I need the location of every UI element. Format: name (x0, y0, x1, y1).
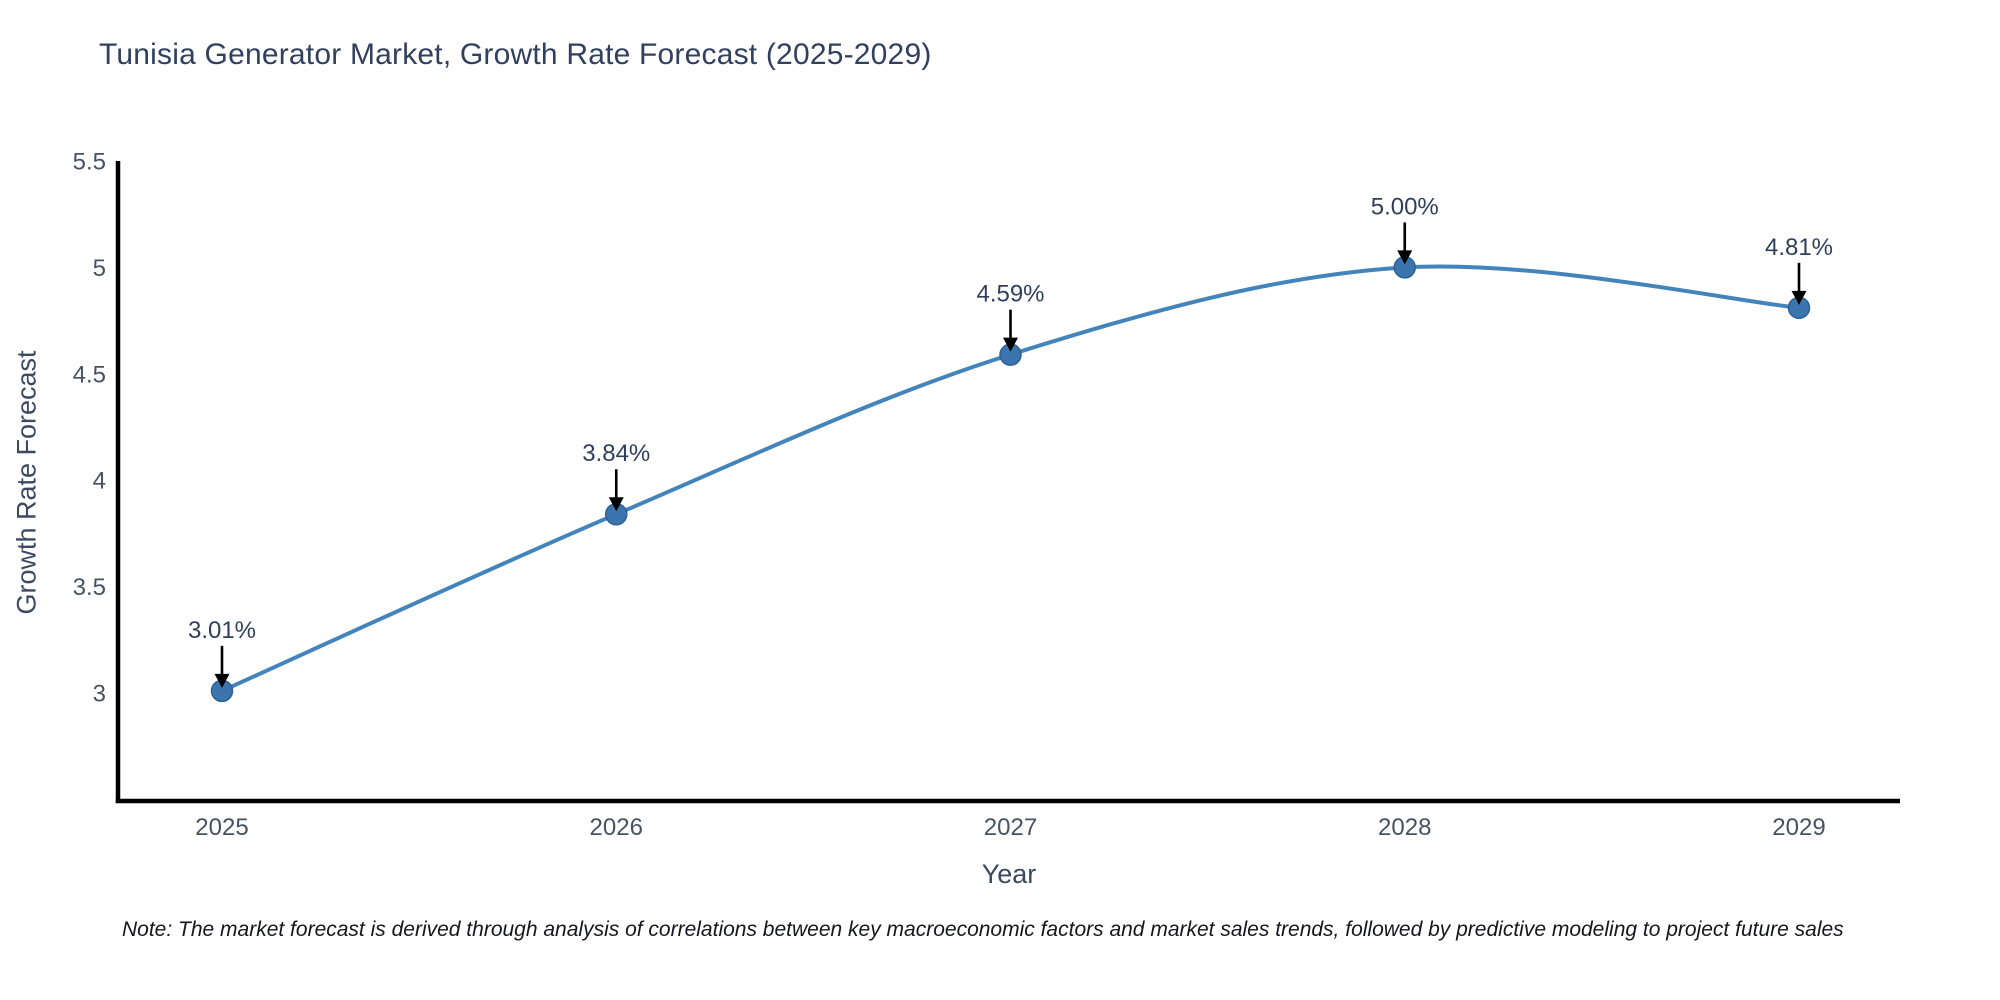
y-axis-title: Growth Rate Forecast (11, 350, 42, 615)
y-tick-label: 3 (93, 681, 106, 708)
x-tick-label: 2027 (984, 814, 1037, 841)
x-tick-label: 2029 (1772, 814, 1825, 841)
footnote: Note: The market forecast is derived thr… (122, 918, 1844, 941)
x-tick-label: 2026 (590, 814, 643, 841)
x-tick-label: 2025 (195, 814, 248, 841)
annotation-arrowhead-icon (1003, 337, 1018, 352)
data-point-label: 3.01% (188, 617, 256, 644)
annotation-arrowhead-icon (214, 673, 230, 688)
data-point-label: 3.84% (582, 440, 650, 467)
y-tick-label: 5 (93, 255, 106, 282)
data-point-label: 4.81% (1765, 234, 1833, 261)
x-tick-label: 2028 (1378, 814, 1431, 841)
y-tick-label: 5.5 (73, 149, 106, 176)
y-tick-label: 4 (93, 468, 106, 495)
annotation-arrowhead-icon (1397, 250, 1413, 265)
annotation-arrowhead-icon (608, 497, 624, 512)
y-tick-label: 4.5 (73, 361, 106, 388)
x-axis-title: Year (981, 859, 1037, 889)
data-point-label: 5.00% (1371, 193, 1439, 220)
data-point-label: 4.59% (976, 281, 1044, 308)
chart-title: Tunisia Generator Market, Growth Rate Fo… (99, 38, 932, 71)
annotation-arrowhead-icon (1791, 290, 1807, 305)
y-tick-label: 3.5 (73, 574, 106, 601)
